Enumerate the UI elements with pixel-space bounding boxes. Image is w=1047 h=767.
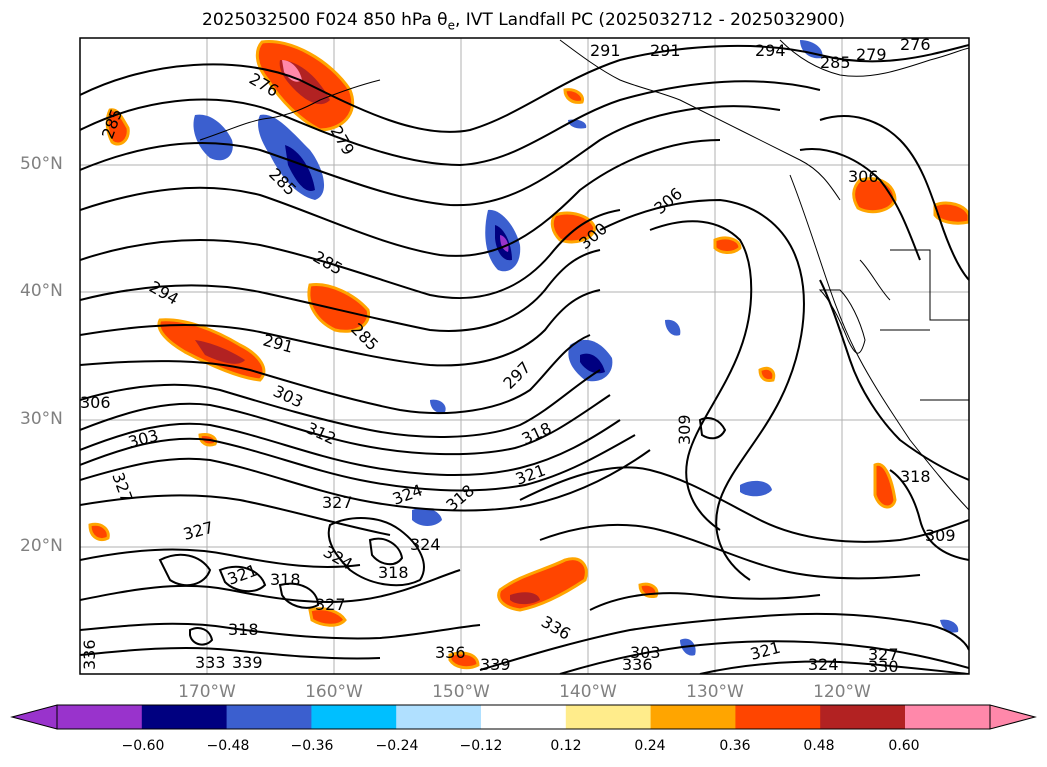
lon-label: 160°W [305, 682, 363, 702]
contour-label: 339 [480, 655, 511, 674]
colorbar-tick: 0.48 [803, 738, 835, 754]
colorbar-swatch [905, 705, 991, 729]
lon-label: 140°W [559, 682, 617, 702]
colorbar-tick: 0.60 [888, 738, 920, 754]
contour-label: 324 [410, 535, 441, 554]
colorbar-swatch [226, 705, 312, 729]
contour-label: 318 [378, 563, 409, 582]
colorbar-tick: −0.12 [459, 738, 503, 754]
ivt-shading [88, 40, 969, 670]
colorbar-max-extend [989, 704, 1037, 730]
map-frame [79, 37, 970, 675]
contour-label: 339 [232, 653, 263, 672]
contour-label: 318 [900, 467, 931, 486]
contour-label: 318 [228, 620, 259, 639]
colorbar-swatch [481, 705, 567, 729]
colorbar-frame [56, 704, 991, 730]
colorbar-tick: −0.24 [375, 738, 419, 754]
lon-label: 130°W [686, 682, 744, 702]
colorbar-swatch [820, 705, 906, 729]
lat-label: 50°N [20, 154, 63, 174]
contour-label: 324 [808, 655, 839, 674]
contour-label: 291 [650, 41, 681, 60]
lon-label: 150°W [432, 682, 490, 702]
contour-label: 336 [80, 639, 99, 670]
colorbar-swatch [311, 705, 397, 729]
colorbar-tick: 0.12 [550, 738, 582, 754]
lat-label: 20°N [20, 536, 63, 556]
contour-label: 291 [590, 41, 621, 60]
contour-label: 309 [925, 526, 956, 545]
lon-label: 120°W [813, 682, 871, 702]
colorbar-swatch [396, 705, 482, 729]
contour-label: 318 [270, 570, 301, 589]
colorbar-min-extend [10, 704, 58, 730]
colorbar-swatch [141, 705, 228, 729]
contour-label: 285 [820, 53, 851, 72]
map-panel: 276 279 285 285 285 294 291 285 297 300 … [79, 35, 970, 676]
lat-label: 30°N [20, 409, 63, 429]
contour-label: 306 [80, 393, 111, 412]
contour-label: 306 [848, 167, 879, 186]
colorbar-tick: 0.24 [634, 738, 666, 754]
contour-label: 330 [868, 657, 899, 676]
colorbar-tick: −0.48 [206, 738, 250, 754]
coastline [199, 39, 969, 511]
colorbar-swatch [650, 705, 736, 729]
contour-label: 303 [630, 643, 661, 662]
colorbar-tick: −0.36 [290, 738, 334, 754]
map-title: 2025032500 F024 850 hPa θe, IVT Landfall… [202, 10, 845, 33]
lat-label: 40°N [20, 281, 63, 301]
contour-label: 279 [856, 45, 887, 64]
contour-label: 309 [675, 414, 694, 445]
colorbar-swatch [57, 705, 143, 729]
colorbar-swatch [735, 705, 821, 729]
contour-label: 327 [315, 595, 346, 614]
colorbar-tick: 0.36 [719, 738, 751, 754]
contour-label: 327 [868, 645, 899, 664]
colorbar-tick: −0.60 [121, 738, 165, 754]
theta-e-contours [80, 44, 969, 674]
colorbar-swatch [565, 705, 652, 729]
contour-label: 327 [322, 493, 353, 512]
contour-label: 336 [622, 655, 653, 674]
contour-label: 336 [435, 643, 466, 662]
contour-label: 294 [755, 41, 786, 60]
lon-label: 170°W [178, 682, 236, 702]
contour-label: 333 [195, 653, 226, 672]
contour-label: 276 [900, 35, 931, 54]
